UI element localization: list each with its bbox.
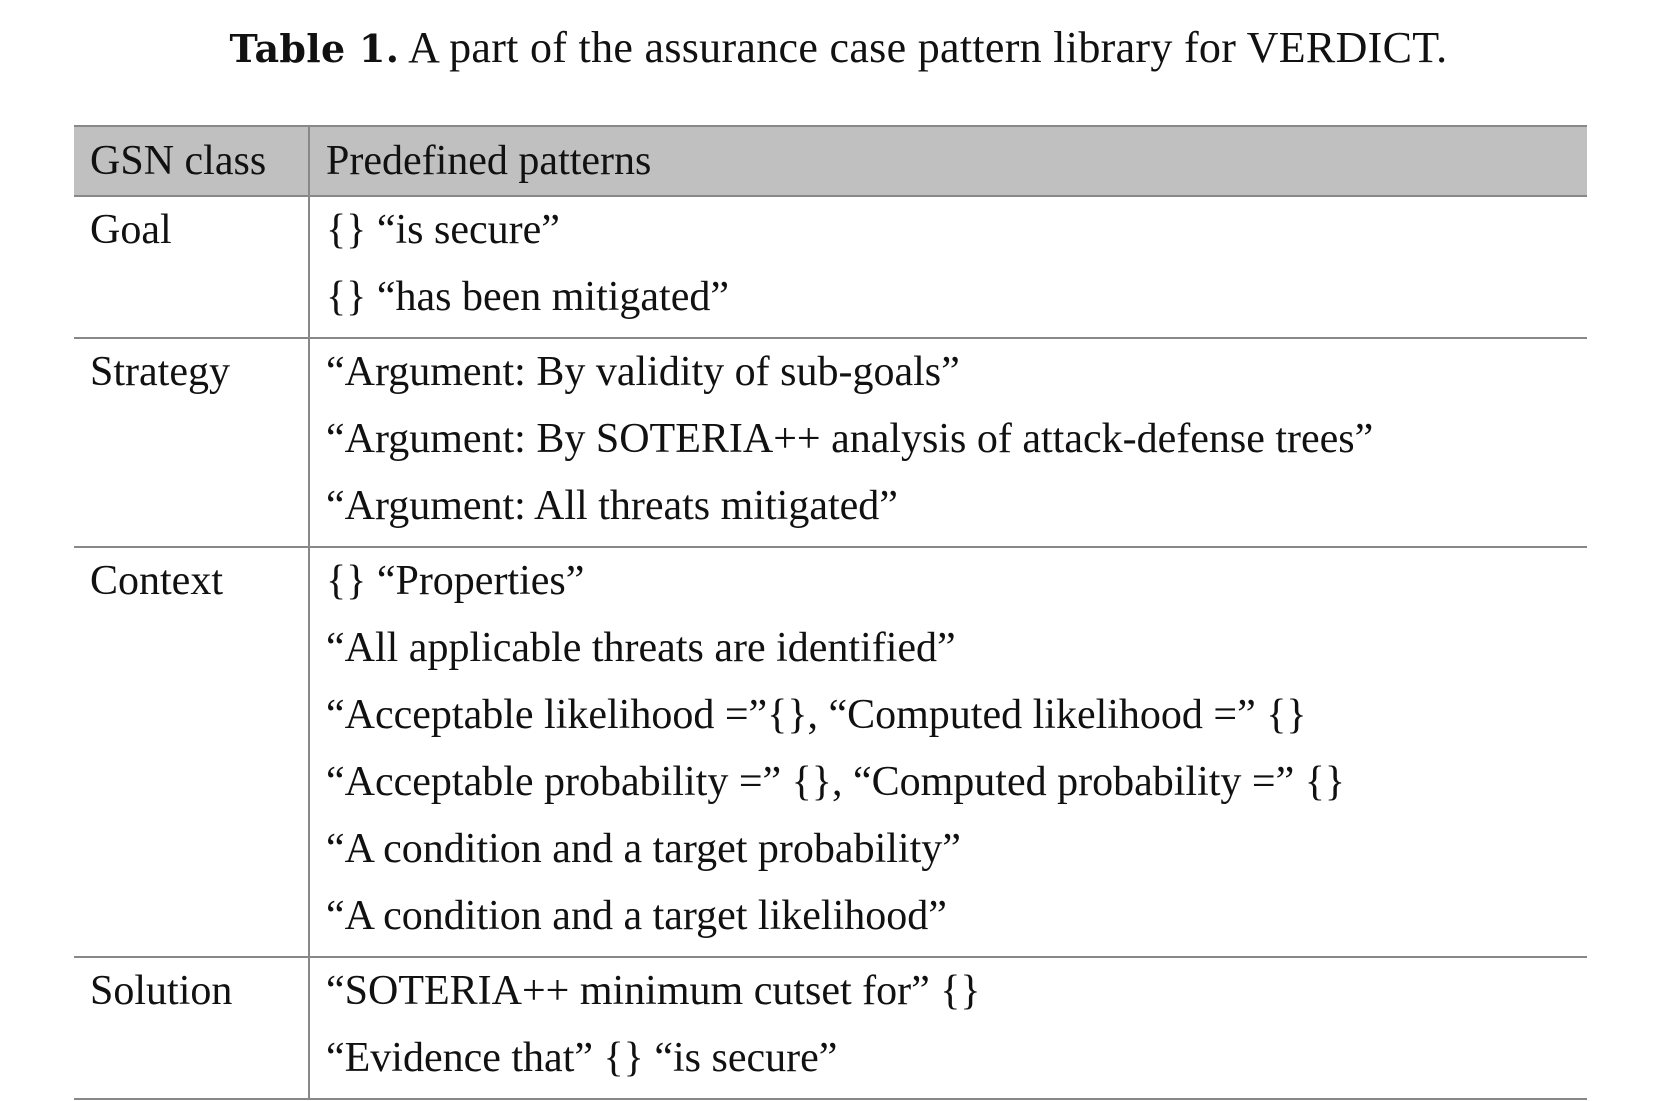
pattern-item: {} “is secure”	[326, 207, 560, 253]
caption-text: A part of the assurance case pattern lib…	[408, 23, 1448, 72]
table-row: Goal {} “is secure” {} “has been mitigat…	[74, 196, 1587, 339]
table-caption: Table 1. A part of the assurance case pa…	[0, 18, 1677, 79]
table-row: Context {} “Properties” “All applicable …	[74, 547, 1587, 958]
pattern-item: “All applicable threats are identified”	[326, 625, 956, 671]
patterns-cell: “Argument: By validity of sub-goals” “Ar…	[309, 338, 1587, 548]
patterns-cell: {} “is secure” {} “has been mitigated”	[309, 196, 1587, 339]
header-predefined-patterns: Predefined patterns	[309, 125, 1587, 197]
pattern-item: “Evidence that” {} “is secure”	[326, 1035, 838, 1081]
gsn-class-cell: Context	[74, 547, 310, 958]
gsn-class-goal: Goal	[90, 207, 172, 253]
table-header-row: GSN class Predefined patterns	[74, 125, 1587, 197]
pattern-library-table: GSN class Predefined patterns Goal {} “i…	[74, 125, 1587, 1100]
pattern-item: “Argument: By validity of sub-goals”	[326, 349, 960, 395]
pattern-item: “SOTERIA++ minimum cutset for” {}	[326, 968, 981, 1014]
pattern-item: {} “has been mitigated”	[326, 274, 729, 320]
pattern-item: “A condition and a target probability”	[326, 826, 961, 872]
gsn-class-context: Context	[90, 558, 223, 604]
pattern-item: “Argument: By SOTERIA++ analysis of atta…	[326, 416, 1374, 462]
table-row: Strategy “Argument: By validity of sub-g…	[74, 338, 1587, 548]
pattern-item: “Acceptable likelihood =”{}, “Computed l…	[326, 692, 1307, 738]
pattern-item: {} “Properties”	[326, 558, 585, 604]
gsn-class-solution: Solution	[90, 968, 233, 1014]
gsn-class-cell: Goal	[74, 196, 310, 339]
table-row: Solution “SOTERIA++ minimum cutset for” …	[74, 957, 1587, 1100]
gsn-class-cell: Strategy	[74, 338, 310, 548]
patterns-cell: “SOTERIA++ minimum cutset for” {} “Evide…	[309, 957, 1587, 1100]
pattern-table-container: GSN class Predefined patterns Goal {} “i…	[74, 125, 1587, 1100]
gsn-class-strategy: Strategy	[90, 349, 230, 395]
pattern-item: “Acceptable probability =” {}, “Computed…	[326, 759, 1346, 805]
pattern-item: “A condition and a target likelihood”	[326, 893, 947, 939]
header-gsn-class: GSN class	[74, 125, 310, 197]
patterns-cell: {} “Properties” “All applicable threats …	[309, 547, 1587, 958]
pattern-item: “Argument: All threats mitigated”	[326, 483, 898, 529]
gsn-class-cell: Solution	[74, 957, 310, 1100]
caption-label: Table 1.	[229, 26, 400, 71]
